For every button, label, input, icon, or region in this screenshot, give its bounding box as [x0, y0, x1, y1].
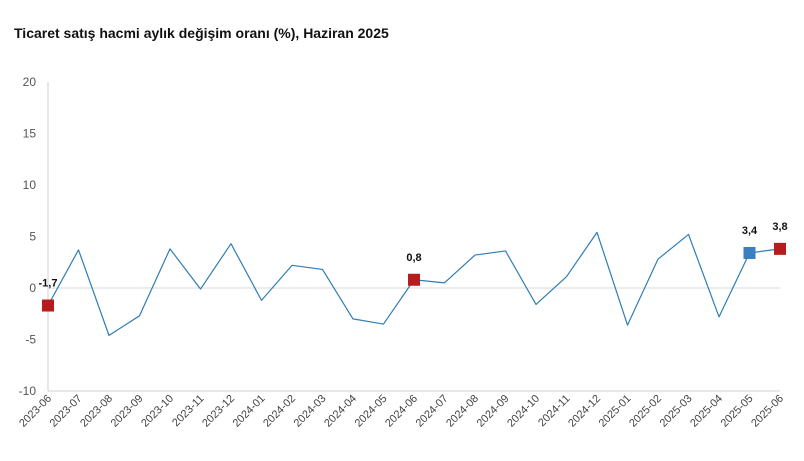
x-tick-label: 2023-10: [139, 393, 176, 430]
y-tick-label: 10: [23, 178, 37, 192]
x-tick-label: 2024-05: [353, 393, 390, 430]
x-tick-label: 2024-01: [231, 393, 268, 430]
x-tick-label: 2024-03: [292, 393, 329, 430]
x-tick-label: 2023-09: [109, 393, 146, 430]
data-label: 3,4: [742, 225, 758, 237]
y-tick-label: -10: [19, 384, 37, 398]
x-tick-label: 2023-08: [78, 393, 115, 430]
chart-title: Ticaret satış hacmi aylık değişim oranı …: [14, 25, 389, 41]
highlight-marker: [408, 273, 420, 286]
data-label: 0,8: [406, 252, 421, 264]
x-tick-label: 2025-04: [688, 393, 725, 430]
x-tick-label: 2024-10: [505, 393, 542, 430]
y-tick-label: 20: [23, 75, 37, 89]
y-axis-ticks: 20 15 10 5 0 -5 -10: [19, 75, 37, 398]
y-tick-label: 0: [29, 281, 36, 295]
highlight-markers: [42, 242, 786, 312]
x-tick-label: 2025-06: [749, 393, 786, 430]
x-tick-label: 2024-07: [414, 393, 451, 430]
x-tick-label: 2024-12: [566, 393, 603, 430]
y-tick-label: -5: [25, 333, 36, 347]
highlight-marker: [42, 299, 54, 312]
x-tick-label: 2025-05: [719, 393, 756, 430]
data-label: -1,7: [39, 278, 58, 290]
x-tick-label: 2025-02: [627, 393, 664, 430]
x-tick-label: 2025-01: [597, 393, 634, 430]
highlight-marker: [774, 242, 786, 255]
x-tick-label: 2023-07: [48, 393, 85, 430]
x-tick-label: 2024-09: [475, 393, 512, 430]
x-tick-label: 2023-06: [17, 393, 54, 430]
x-tick-label: 2024-08: [444, 393, 481, 430]
x-tick-label: 2024-06: [383, 393, 420, 430]
y-tick-label: 15: [23, 127, 37, 141]
highlight-marker: [743, 246, 756, 259]
y-tick-label: 5: [29, 230, 36, 244]
data-labels: -1,7 0,8 3,4 3,8: [39, 221, 788, 290]
data-label: 3,8: [772, 221, 787, 233]
x-tick-label: 2025-03: [658, 393, 695, 430]
axes: [47, 82, 780, 392]
x-tick-label: 2024-04: [322, 393, 359, 430]
x-tick-label: 2024-02: [261, 393, 298, 430]
x-tick-label: 2023-12: [200, 393, 237, 430]
